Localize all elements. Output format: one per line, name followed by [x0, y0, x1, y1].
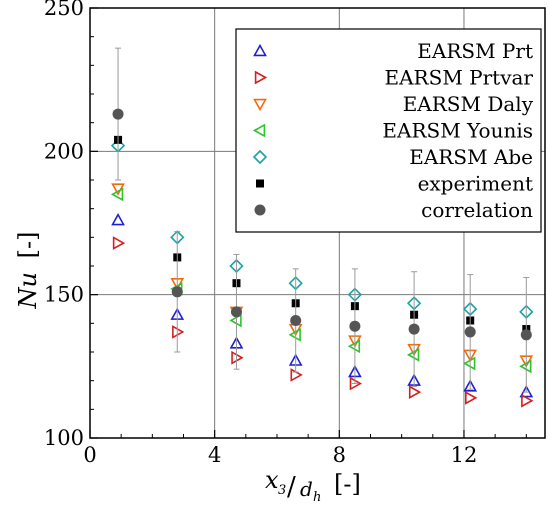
x-tick-label: 0: [83, 443, 96, 467]
data-point: [465, 391, 478, 405]
y-tick-label: 200: [44, 139, 84, 163]
data-point: [521, 393, 534, 408]
series-correlation: [112, 47, 532, 393]
legend-marker: [252, 149, 268, 165]
legend-label: EARSM Daly: [403, 92, 534, 116]
data-point: [288, 327, 301, 342]
data-point: [347, 339, 361, 354]
data-point: [111, 212, 125, 226]
legend-marker: [252, 123, 266, 138]
y-axis-label-main: Nu: [14, 272, 42, 309]
data-point: [408, 385, 422, 399]
data-point: [112, 108, 124, 120]
x-axis-label-num: x: [265, 466, 279, 494]
y-tick-label: 150: [44, 283, 84, 307]
legend-label: EARSM Abe: [409, 145, 533, 169]
y-tick-label: 100: [44, 426, 84, 450]
x-axis-label: x 3 / d h [-]: [265, 466, 361, 505]
data-point: [172, 325, 185, 339]
y-tick-label: 250: [44, 0, 84, 20]
x-axis-label-unit: [-]: [334, 470, 361, 498]
legend-label: EARSM Younis: [382, 119, 533, 143]
x-axis-label-slash: /: [287, 472, 296, 502]
data-point: [463, 356, 476, 371]
legend-label: EARSM Prtvar: [385, 66, 534, 90]
legend-marker: [254, 204, 266, 216]
legend-box: [235, 28, 542, 233]
data-point: [349, 320, 361, 332]
legend-marker: [253, 43, 267, 57]
y-axis-label-unit: [-]: [14, 232, 42, 259]
data-point: [171, 286, 183, 298]
x-axis-label-den-sub: h: [313, 490, 321, 505]
x-axis-label-num-sub: 3: [278, 483, 286, 498]
legend-marker: [256, 179, 264, 188]
data-point: [406, 348, 420, 362]
data-point: [519, 384, 534, 398]
data-point: [231, 350, 244, 365]
plot-frame: [89, 7, 546, 439]
legend-marker: [254, 70, 268, 85]
data-point: [290, 314, 302, 326]
axis-ticks: 0 4 8 12 100 150 200 250: [44, 0, 527, 467]
data-point: [290, 368, 303, 382]
data-point: [110, 187, 124, 202]
data-point: [408, 323, 420, 335]
data-point: [112, 236, 126, 250]
legend-marker: [253, 98, 267, 112]
data-point: [229, 313, 242, 328]
legend-label: EARSM Prt: [417, 39, 533, 63]
data-marks: [110, 47, 534, 408]
legend-label: experiment: [418, 172, 533, 196]
data-point: [463, 379, 478, 392]
data-point: [349, 376, 363, 391]
x-axis-label-den: d: [300, 477, 313, 501]
x-tick-label: 8: [333, 443, 346, 467]
data-point: [464, 326, 476, 338]
legend-label: correlation: [421, 198, 533, 222]
data-point: [519, 359, 532, 374]
data-point: [520, 329, 532, 341]
x-tick-label: 12: [451, 443, 478, 467]
x-tick-label: 4: [208, 443, 221, 467]
y-axis-label: Nu [-]: [14, 232, 42, 310]
data-point: [230, 306, 242, 318]
